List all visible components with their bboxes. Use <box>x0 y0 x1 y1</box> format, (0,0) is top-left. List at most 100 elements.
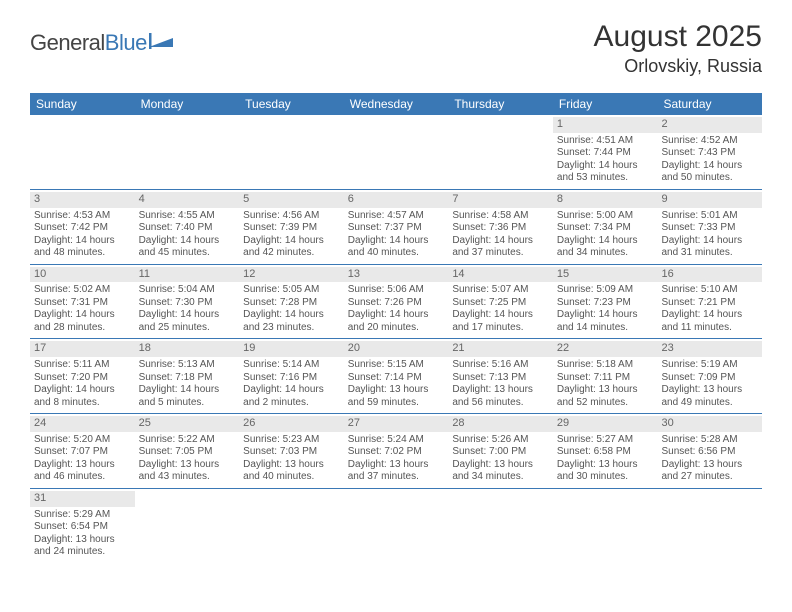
day2-label: and 40 minutes. <box>243 471 340 484</box>
day1-label: Daylight: 13 hours <box>243 459 340 472</box>
sunrise-label: Sunrise: 5:23 AM <box>243 434 340 447</box>
day2-label: and 5 minutes. <box>139 397 236 410</box>
day-number: 14 <box>448 267 553 283</box>
day1-label: Daylight: 14 hours <box>348 235 445 248</box>
day2-label: and 59 minutes. <box>348 397 445 410</box>
sunset-label: Sunset: 7:03 PM <box>243 446 340 459</box>
day-number: 28 <box>448 416 553 432</box>
day2-label: and 31 minutes. <box>661 247 758 260</box>
day-number: 20 <box>344 341 449 357</box>
sunset-label: Sunset: 7:36 PM <box>452 222 549 235</box>
day2-label: and 27 minutes. <box>661 471 758 484</box>
day2-label: and 24 minutes. <box>34 546 131 559</box>
calendar-cell: 26 Sunrise: 5:23 AMSunset: 7:03 PMDayligh… <box>239 414 344 488</box>
calendar-cell: 19Sunrise: 5:14 AMSunset: 7:16 PMDayligh… <box>239 339 344 413</box>
sunrise-label: Sunrise: 5:11 AM <box>34 359 131 372</box>
sunset-label: Sunset: 7:20 PM <box>34 372 131 385</box>
calendar-cell: 7Sunrise: 4:58 AMSunset: 7:36 PMDaylight… <box>448 190 553 264</box>
calendar-cell-empty <box>657 489 762 563</box>
sunset-label: Sunset: 7:44 PM <box>557 147 654 160</box>
calendar-cell: 24Sunrise: 5:20 AMSunset: 7:07 PMDayligh… <box>30 414 135 488</box>
calendar-cell-empty <box>344 489 449 563</box>
day2-label: and 20 minutes. <box>348 322 445 335</box>
sunrise-label: Sunrise: 4:57 AM <box>348 210 445 223</box>
calendar-cell: 2Sunrise: 4:52 AMSunset: 7:43 PMDaylight… <box>657 115 762 189</box>
sunset-label: Sunset: 6:54 PM <box>34 521 131 534</box>
calendar-cell-empty <box>553 489 658 563</box>
day2-label: and 23 minutes. <box>243 322 340 335</box>
calendar-cell: 23Sunrise: 5:19 AMSunset: 7:09 PMDayligh… <box>657 339 762 413</box>
sunrise-label: Sunrise: 4:58 AM <box>452 210 549 223</box>
calendar-cell-empty <box>239 489 344 563</box>
day2-label: and 34 minutes. <box>452 471 549 484</box>
calendar-cell: 4 Sunrise: 4:55 AMSunset: 7:40 PMDaylight… <box>135 190 240 264</box>
calendar-cell-empty <box>135 115 240 189</box>
day1-label: Daylight: 14 hours <box>139 235 236 248</box>
sunrise-label: Sunrise: 5:29 AM <box>34 509 131 522</box>
sunset-label: Sunset: 7:31 PM <box>34 297 131 310</box>
calendar-body: 1Sunrise: 4:51 AMSunset: 7:44 PMDaylight… <box>30 115 762 563</box>
sunset-label: Sunset: 7:28 PM <box>243 297 340 310</box>
dayname-sun: Sunday <box>30 93 135 115</box>
sunrise-label: Sunrise: 5:27 AM <box>557 434 654 447</box>
calendar-cell: 1Sunrise: 4:51 AMSunset: 7:44 PMDaylight… <box>553 115 658 189</box>
day-number: 9 <box>657 192 762 208</box>
day-number: 25 <box>135 416 240 432</box>
calendar-cell-empty <box>344 115 449 189</box>
calendar-cell: 16Sunrise: 5:10 AMSunset: 7:21 PMDayligh… <box>657 265 762 339</box>
sunrise-label: Sunrise: 5:15 AM <box>348 359 445 372</box>
day-number: 18 <box>135 341 240 357</box>
header: GeneralBlue August 2025 Orlovskiy, Russi… <box>0 0 792 85</box>
sunset-label: Sunset: 6:58 PM <box>557 446 654 459</box>
logo: GeneralBlue <box>30 30 175 56</box>
day1-label: Daylight: 14 hours <box>452 235 549 248</box>
day1-label: Daylight: 13 hours <box>34 534 131 547</box>
day-number: 26 <box>239 416 344 432</box>
day2-label: and 56 minutes. <box>452 397 549 410</box>
day1-label: Daylight: 14 hours <box>348 309 445 322</box>
day2-label: and 46 minutes. <box>34 471 131 484</box>
sunrise-label: Sunrise: 5:01 AM <box>661 210 758 223</box>
sunrise-label: Sunrise: 5:10 AM <box>661 284 758 297</box>
sunrise-label: Sunrise: 5:19 AM <box>661 359 758 372</box>
day2-label: and 42 minutes. <box>243 247 340 260</box>
sunrise-label: Sunrise: 5:14 AM <box>243 359 340 372</box>
day2-label: and 8 minutes. <box>34 397 131 410</box>
day1-label: Daylight: 14 hours <box>243 309 340 322</box>
sunset-label: Sunset: 7:07 PM <box>34 446 131 459</box>
calendar-row: 10Sunrise: 5:02 AMSunset: 7:31 PMDayligh… <box>30 265 762 340</box>
sunset-label: Sunset: 7:21 PM <box>661 297 758 310</box>
dayname-fri: Friday <box>553 93 658 115</box>
day2-label: and 40 minutes. <box>348 247 445 260</box>
sunrise-label: Sunrise: 4:51 AM <box>557 135 654 148</box>
calendar-cell: 3Sunrise: 4:53 AMSunset: 7:42 PMDaylight… <box>30 190 135 264</box>
day2-label: and 34 minutes. <box>557 247 654 260</box>
logo-text-part2: Blue <box>105 30 147 55</box>
day-number: 23 <box>657 341 762 357</box>
day1-label: Daylight: 14 hours <box>34 309 131 322</box>
sunrise-label: Sunrise: 5:06 AM <box>348 284 445 297</box>
day2-label: and 17 minutes. <box>452 322 549 335</box>
day1-label: Daylight: 14 hours <box>557 160 654 173</box>
title-block: August 2025 Orlovskiy, Russia <box>594 20 762 77</box>
calendar-cell: 27Sunrise: 5:24 AMSunset: 7:02 PMDayligh… <box>344 414 449 488</box>
calendar-cell: 20Sunrise: 5:15 AMSunset: 7:14 PMDayligh… <box>344 339 449 413</box>
day-number: 17 <box>30 341 135 357</box>
day-number: 10 <box>30 267 135 283</box>
day-number: 4 <box>135 192 240 208</box>
day1-label: Daylight: 14 hours <box>661 235 758 248</box>
day2-label: and 43 minutes. <box>139 471 236 484</box>
sunrise-label: Sunrise: 4:55 AM <box>139 210 236 223</box>
sunset-label: Sunset: 7:25 PM <box>452 297 549 310</box>
day-number: 19 <box>239 341 344 357</box>
calendar-cell: 28Sunrise: 5:26 AMSunset: 7:00 PMDayligh… <box>448 414 553 488</box>
day-number: 3 <box>30 192 135 208</box>
calendar-cell: 22Sunrise: 5:18 AMSunset: 7:11 PMDayligh… <box>553 339 658 413</box>
day-number: 5 <box>239 192 344 208</box>
calendar-cell-empty <box>448 489 553 563</box>
day1-label: Daylight: 14 hours <box>34 384 131 397</box>
day1-label: Daylight: 13 hours <box>348 384 445 397</box>
day1-label: Daylight: 14 hours <box>661 309 758 322</box>
sunset-label: Sunset: 7:40 PM <box>139 222 236 235</box>
calendar-cell: 13Sunrise: 5:06 AMSunset: 7:26 PMDayligh… <box>344 265 449 339</box>
